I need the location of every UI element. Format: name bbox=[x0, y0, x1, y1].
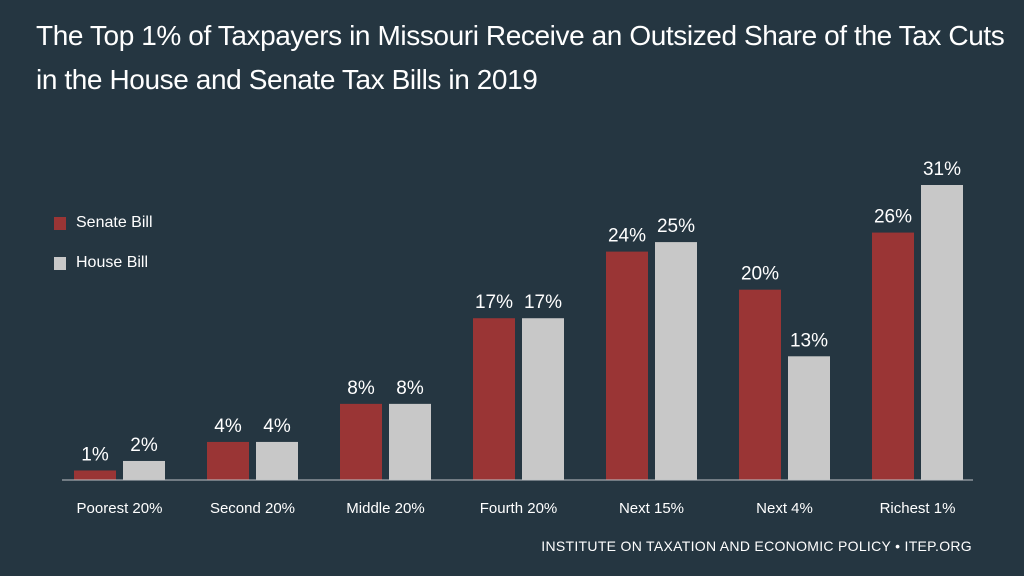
bar-senate-3 bbox=[473, 318, 515, 480]
data-label-senate-4: 24% bbox=[608, 226, 646, 247]
legend-item-senate: Senate Bill bbox=[54, 212, 153, 234]
x-tick-label-1: Second 20% bbox=[210, 500, 295, 517]
bar-senate-5 bbox=[739, 289, 781, 480]
data-label-house-4: 25% bbox=[657, 216, 695, 237]
data-label-senate-1: 4% bbox=[214, 416, 242, 437]
legend-label-house: House Bill bbox=[76, 254, 149, 271]
chart-legend: Senate Bill House Bill bbox=[54, 212, 153, 292]
data-label-house-1: 4% bbox=[263, 416, 291, 437]
x-tick-label-6: Richest 1% bbox=[880, 500, 956, 517]
bar-house-1 bbox=[256, 441, 298, 480]
bar-house-0 bbox=[123, 460, 165, 480]
data-label-house-3: 17% bbox=[524, 292, 562, 313]
chart-title: The Top 1% of Taxpayers in Missouri Rece… bbox=[36, 14, 1005, 102]
source-credit: INSTITUTE ON TAXATION AND ECONOMIC POLIC… bbox=[541, 538, 972, 554]
bar-senate-1 bbox=[207, 441, 249, 480]
data-label-house-6: 31% bbox=[923, 159, 961, 180]
chart-title-line-2: in the House and Senate Tax Bills in 201… bbox=[36, 64, 538, 95]
legend-item-house: House Bill bbox=[54, 252, 153, 274]
bar-senate-2 bbox=[340, 403, 382, 480]
bar-house-6 bbox=[921, 185, 963, 480]
bar-senate-6 bbox=[872, 232, 914, 480]
x-tick-label-0: Poorest 20% bbox=[77, 500, 163, 517]
data-label-senate-2: 8% bbox=[347, 378, 375, 399]
x-tick-label-4: Next 15% bbox=[619, 500, 684, 517]
bar-senate-4 bbox=[606, 251, 648, 480]
data-label-senate-6: 26% bbox=[874, 207, 912, 228]
chart-title-line-1: The Top 1% of Taxpayers in Missouri Rece… bbox=[36, 20, 1005, 51]
data-label-house-5: 13% bbox=[790, 330, 828, 351]
data-label-senate-3: 17% bbox=[475, 292, 513, 313]
x-tick-label-2: Middle 20% bbox=[346, 500, 424, 517]
bar-house-2 bbox=[389, 403, 431, 480]
data-label-senate-5: 20% bbox=[741, 264, 779, 285]
data-label-senate-0: 1% bbox=[81, 444, 109, 465]
x-tick-label-3: Fourth 20% bbox=[480, 500, 558, 517]
bar-house-5 bbox=[788, 356, 830, 480]
bar-senate-0 bbox=[74, 470, 116, 480]
legend-label-senate: Senate Bill bbox=[76, 214, 153, 231]
x-tick-label-5: Next 4% bbox=[756, 500, 813, 517]
bar-house-4 bbox=[655, 242, 697, 480]
legend-swatch-house bbox=[54, 256, 66, 270]
legend-swatch-senate bbox=[54, 216, 66, 230]
data-label-house-2: 8% bbox=[396, 378, 424, 399]
data-label-house-0: 2% bbox=[130, 435, 158, 456]
bar-house-3 bbox=[522, 318, 564, 480]
